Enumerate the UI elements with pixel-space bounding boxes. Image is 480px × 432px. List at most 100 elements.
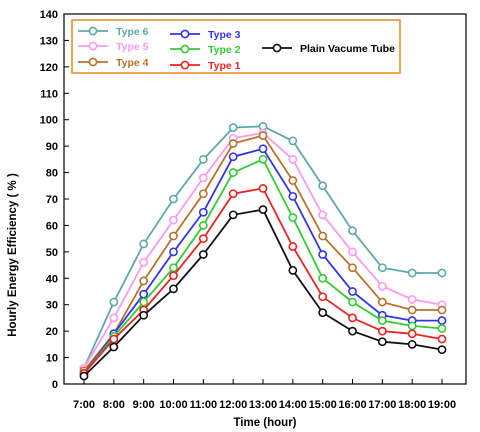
x-axis-title: Time (hour)	[233, 417, 296, 429]
data-point-type-1	[377, 326, 387, 336]
data-point-plain-vacume-tube	[139, 310, 149, 320]
series-line-type-5	[83, 131, 443, 369]
data-point-type-2	[139, 297, 149, 307]
y-tick-label: 50	[46, 247, 58, 259]
data-point-type-2	[228, 168, 238, 177]
x-tick-label: 8:00	[103, 399, 125, 411]
legend-entry-label: Plain Vacume Tube	[300, 43, 395, 55]
data-point-type-4	[437, 305, 447, 315]
x-tick-label: 9:00	[133, 399, 155, 411]
data-point-type-4	[169, 231, 178, 241]
data-point-type-3	[318, 250, 328, 259]
data-point-type-2	[377, 316, 387, 325]
series-line-type-4	[83, 134, 442, 372]
y-tick-label: 120	[40, 62, 58, 74]
data-point-type-4	[318, 231, 328, 241]
data-point-type-4	[228, 139, 238, 148]
data-point-plain-vacume-tube	[169, 284, 178, 294]
data-point-type-3	[437, 316, 447, 325]
legend-marker	[272, 43, 282, 53]
data-point-type-5	[377, 281, 387, 291]
data-point-type-6	[407, 268, 417, 278]
data-point-type-1	[169, 271, 178, 281]
data-point-type-2	[318, 273, 328, 283]
plot-layer: 0 10 20 30 40 50 60 70 80 90 100 110 120 130 140 7:00 8:…	[40, 9, 467, 411]
y-tick-label: 80	[46, 168, 58, 180]
data-point-type-4	[288, 176, 298, 185]
data-point-type-1	[109, 334, 119, 344]
data-point-type-1	[198, 234, 208, 244]
series-line-type-1	[83, 187, 443, 374]
data-point-type-4	[198, 189, 208, 199]
data-point-type-4	[258, 131, 268, 140]
data-point-type-1	[228, 189, 238, 199]
data-point-type-6	[228, 123, 238, 133]
data-point-type-6	[437, 268, 447, 278]
y-tick-label: 60	[46, 220, 58, 232]
legend-marker	[180, 60, 190, 70]
data-point-plain-vacume-tube	[79, 371, 89, 381]
y-tick-label: 70	[46, 194, 58, 206]
x-tick-label: 15:00	[309, 399, 337, 411]
y-tick-label: 0	[52, 379, 58, 391]
data-point-type-5	[109, 313, 119, 323]
data-point-type-5	[348, 247, 357, 257]
data-point-type-3	[348, 287, 357, 296]
data-point-plain-vacume-tube	[318, 308, 328, 318]
data-point-type-2	[348, 297, 357, 307]
data-point-type-3	[169, 247, 178, 257]
y-tick-label: 140	[40, 9, 58, 21]
data-point-type-4	[377, 297, 387, 307]
data-point-type-5	[407, 295, 417, 304]
data-point-type-1	[407, 329, 417, 339]
legend-entry-label: Type 5	[116, 41, 149, 53]
data-point-plain-vacume-tube	[348, 326, 357, 336]
x-tick-label: 19:00	[428, 399, 456, 411]
legend: Type 6 Type 5 Type 4 Type 3 Type 2 Type 1 Plai…	[71, 19, 401, 74]
data-point-type-6	[169, 194, 178, 204]
legend-entry-label: Type 4	[116, 57, 149, 69]
legend-entry-label: Type 2	[208, 44, 241, 56]
data-point-plain-vacume-tube	[228, 210, 238, 220]
x-tick-label: 13:00	[249, 399, 277, 411]
x-tick-label: 17:00	[368, 399, 396, 411]
data-point-type-4	[348, 263, 357, 273]
legend-marker	[180, 29, 190, 39]
legend-marker	[88, 41, 98, 51]
data-point-plain-vacume-tube	[288, 265, 298, 275]
data-point-type-3	[288, 191, 298, 201]
series-line-type-3	[83, 147, 442, 374]
x-tick-label: 10:00	[159, 399, 187, 411]
legend-marker	[180, 44, 190, 54]
data-point-type-2	[258, 154, 268, 164]
data-point-type-6	[139, 239, 149, 249]
data-point-plain-vacume-tube	[437, 345, 447, 355]
data-point-type-4	[139, 276, 149, 286]
data-point-plain-vacume-tube	[109, 342, 119, 352]
data-point-type-2	[437, 324, 447, 333]
y-tick-label: 130	[40, 35, 58, 47]
y-tick-label: 20	[46, 326, 58, 338]
y-tick-label: 100	[40, 115, 58, 127]
data-point-type-6	[377, 263, 387, 273]
x-tick-label: 16:00	[338, 399, 366, 411]
y-tick-label: 90	[46, 141, 58, 153]
legend-marker	[88, 57, 98, 67]
x-tick-label: 7:00	[73, 399, 95, 411]
y-axis-title: Hourly Energy Efficiency ( % )	[7, 173, 19, 337]
data-point-type-3	[258, 144, 268, 154]
data-point-type-6	[288, 136, 298, 146]
y-axis-title-group: Hourly Energy Efficiency ( % )	[7, 173, 19, 337]
x-tick-label: 14:00	[279, 399, 307, 411]
data-point-type-1	[318, 292, 328, 302]
data-point-type-2	[407, 321, 417, 331]
data-point-type-3	[139, 289, 149, 299]
data-point-plain-vacume-tube	[258, 205, 268, 214]
data-point-type-3	[228, 152, 238, 162]
data-point-type-2	[169, 263, 178, 273]
data-point-plain-vacume-tube	[377, 337, 387, 347]
data-point-type-6	[318, 181, 328, 191]
data-point-type-6	[348, 226, 357, 236]
x-tick-label: 18:00	[398, 399, 426, 411]
